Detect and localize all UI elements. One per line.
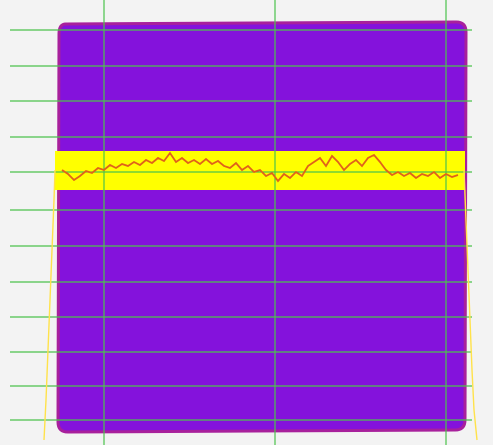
purple-sample [58, 22, 466, 432]
image-view [0, 0, 493, 445]
